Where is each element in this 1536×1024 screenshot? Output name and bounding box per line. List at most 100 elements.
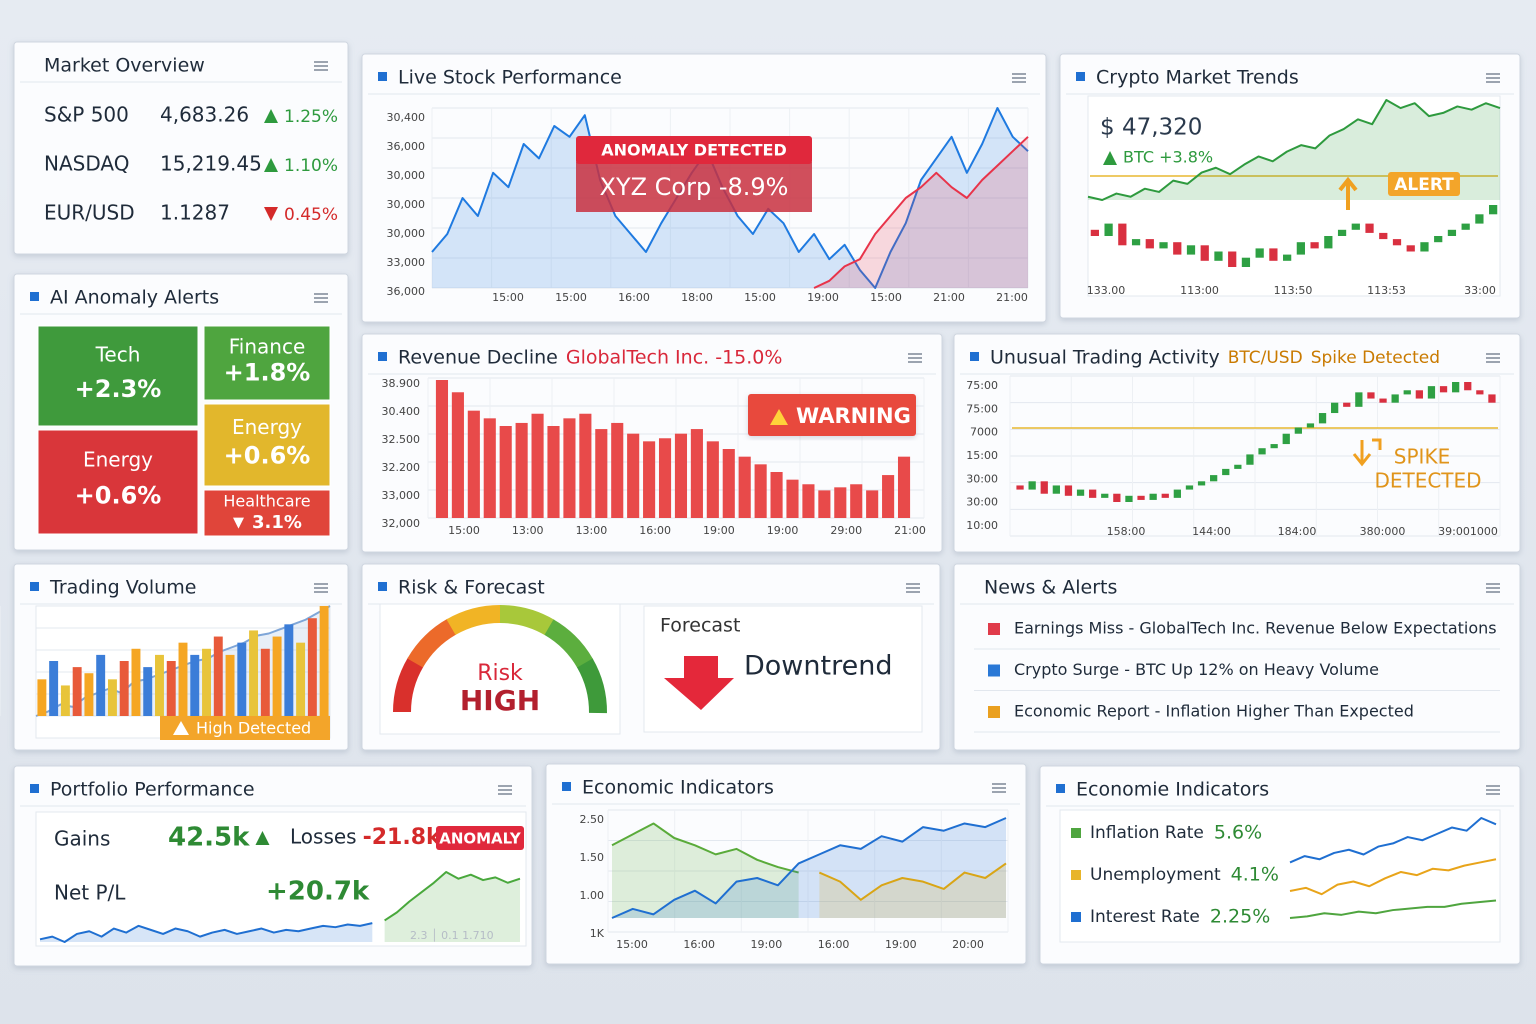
candle bbox=[1489, 205, 1498, 215]
candle bbox=[1131, 239, 1141, 246]
annotation-box bbox=[576, 162, 812, 212]
label: 2.25% bbox=[1210, 906, 1270, 928]
candle bbox=[1296, 242, 1305, 255]
candle bbox=[1447, 229, 1457, 236]
bar bbox=[451, 392, 464, 518]
candle bbox=[1210, 475, 1218, 482]
label: NASDAQ bbox=[44, 152, 129, 176]
label: +1.8% bbox=[224, 358, 311, 386]
label: Crypto Surge - BTC Up 12% on Heavy Volum… bbox=[1014, 660, 1379, 679]
candle bbox=[1089, 489, 1097, 498]
panel bbox=[953, 563, 1521, 751]
gauge-segment bbox=[446, 605, 502, 636]
candle bbox=[1149, 493, 1157, 500]
candle bbox=[1420, 242, 1429, 252]
bar bbox=[658, 438, 672, 518]
label: Economic Report - Inflation Higher Than … bbox=[1014, 702, 1414, 721]
warning-box bbox=[748, 394, 916, 436]
panel-title: Live Stock Performance bbox=[398, 67, 622, 89]
badge bbox=[160, 716, 330, 740]
bar bbox=[563, 418, 576, 518]
candle bbox=[1246, 454, 1254, 465]
y-tick-label: 36,000 bbox=[387, 140, 426, 153]
candle bbox=[1488, 394, 1496, 403]
bar bbox=[882, 475, 895, 518]
line bbox=[1087, 99, 1501, 201]
line bbox=[1289, 858, 1497, 896]
down-arrow bbox=[664, 656, 734, 710]
header-marker bbox=[1076, 72, 1085, 81]
candle bbox=[1159, 242, 1168, 249]
x-tick-label: 16:00 bbox=[818, 938, 850, 951]
candle bbox=[1351, 223, 1360, 230]
y-tick-label: 32.200 bbox=[382, 461, 421, 474]
legend-swatch bbox=[1071, 870, 1081, 880]
x-tick-label: 158:00 bbox=[1107, 525, 1146, 538]
y-tick-label: 30,400 bbox=[387, 111, 426, 124]
label: BTC +3.8% bbox=[1123, 148, 1213, 167]
bar bbox=[467, 410, 480, 518]
bar bbox=[595, 429, 608, 518]
alert-tile bbox=[203, 325, 331, 401]
candle bbox=[1228, 251, 1237, 267]
arrow-icon bbox=[264, 109, 278, 123]
candle bbox=[1379, 398, 1387, 403]
y-tick-label: 30,000 bbox=[387, 169, 426, 182]
label: GlobalTech Inc. -15.0% bbox=[566, 347, 783, 369]
label: SPIKE bbox=[1394, 445, 1450, 469]
area bbox=[40, 923, 373, 942]
x-tick-label: 13:00 bbox=[512, 524, 544, 537]
panel-title: Risk & Forecast bbox=[398, 577, 545, 599]
bar bbox=[249, 630, 259, 716]
bar bbox=[897, 456, 911, 518]
bar bbox=[178, 642, 188, 716]
label: 1.10% bbox=[284, 156, 338, 176]
gauge-segment bbox=[576, 658, 607, 714]
label: +0.6% bbox=[75, 482, 162, 510]
x-tick-label: 29:00 bbox=[830, 524, 862, 537]
candle bbox=[1294, 427, 1302, 434]
label: 5.6% bbox=[1214, 822, 1262, 844]
gauge-segment bbox=[499, 605, 555, 636]
candle bbox=[1028, 481, 1036, 490]
y-tick-label: 33,000 bbox=[382, 489, 421, 502]
candle bbox=[1343, 402, 1351, 407]
x-tick-label: 19:00 bbox=[807, 291, 839, 304]
bar bbox=[237, 642, 247, 716]
bar bbox=[107, 679, 117, 716]
candle bbox=[1392, 239, 1402, 246]
label: Forecast bbox=[660, 615, 740, 637]
y-tick-label: 30:00 bbox=[966, 496, 998, 509]
bar bbox=[202, 648, 211, 716]
candle bbox=[1222, 468, 1230, 476]
warning-icon bbox=[770, 409, 788, 425]
x-tick-label: 19:00 bbox=[703, 524, 735, 537]
bar bbox=[307, 618, 317, 716]
bar bbox=[674, 433, 688, 518]
x-tick-label: 184:00 bbox=[1278, 525, 1317, 538]
bar bbox=[834, 487, 847, 518]
bar bbox=[49, 661, 59, 716]
label: Healthcare bbox=[223, 491, 310, 510]
x-tick-label: 113:53 bbox=[1367, 284, 1406, 297]
bar bbox=[850, 484, 863, 518]
candle bbox=[1016, 485, 1024, 490]
bar bbox=[143, 667, 153, 716]
panel-title: Economic Indicators bbox=[582, 777, 774, 799]
gauge-segment bbox=[393, 657, 424, 713]
label: Earnings Miss - GlobalTech Inc. Revenue … bbox=[1014, 619, 1497, 638]
header-marker bbox=[970, 352, 979, 361]
candle bbox=[1475, 214, 1484, 224]
alert-tile bbox=[37, 429, 199, 535]
candle bbox=[1452, 382, 1460, 393]
y-tick-label: 32.500 bbox=[382, 433, 421, 446]
candle bbox=[1331, 402, 1339, 414]
label: Inflation Rate bbox=[1090, 823, 1204, 843]
candle bbox=[1052, 485, 1060, 494]
candle bbox=[1185, 485, 1194, 490]
candle bbox=[1306, 423, 1315, 428]
bar bbox=[483, 418, 496, 518]
y-tick-label: 7000 bbox=[970, 426, 998, 439]
label: Interest Rate bbox=[1090, 907, 1200, 927]
candle bbox=[1476, 390, 1484, 395]
